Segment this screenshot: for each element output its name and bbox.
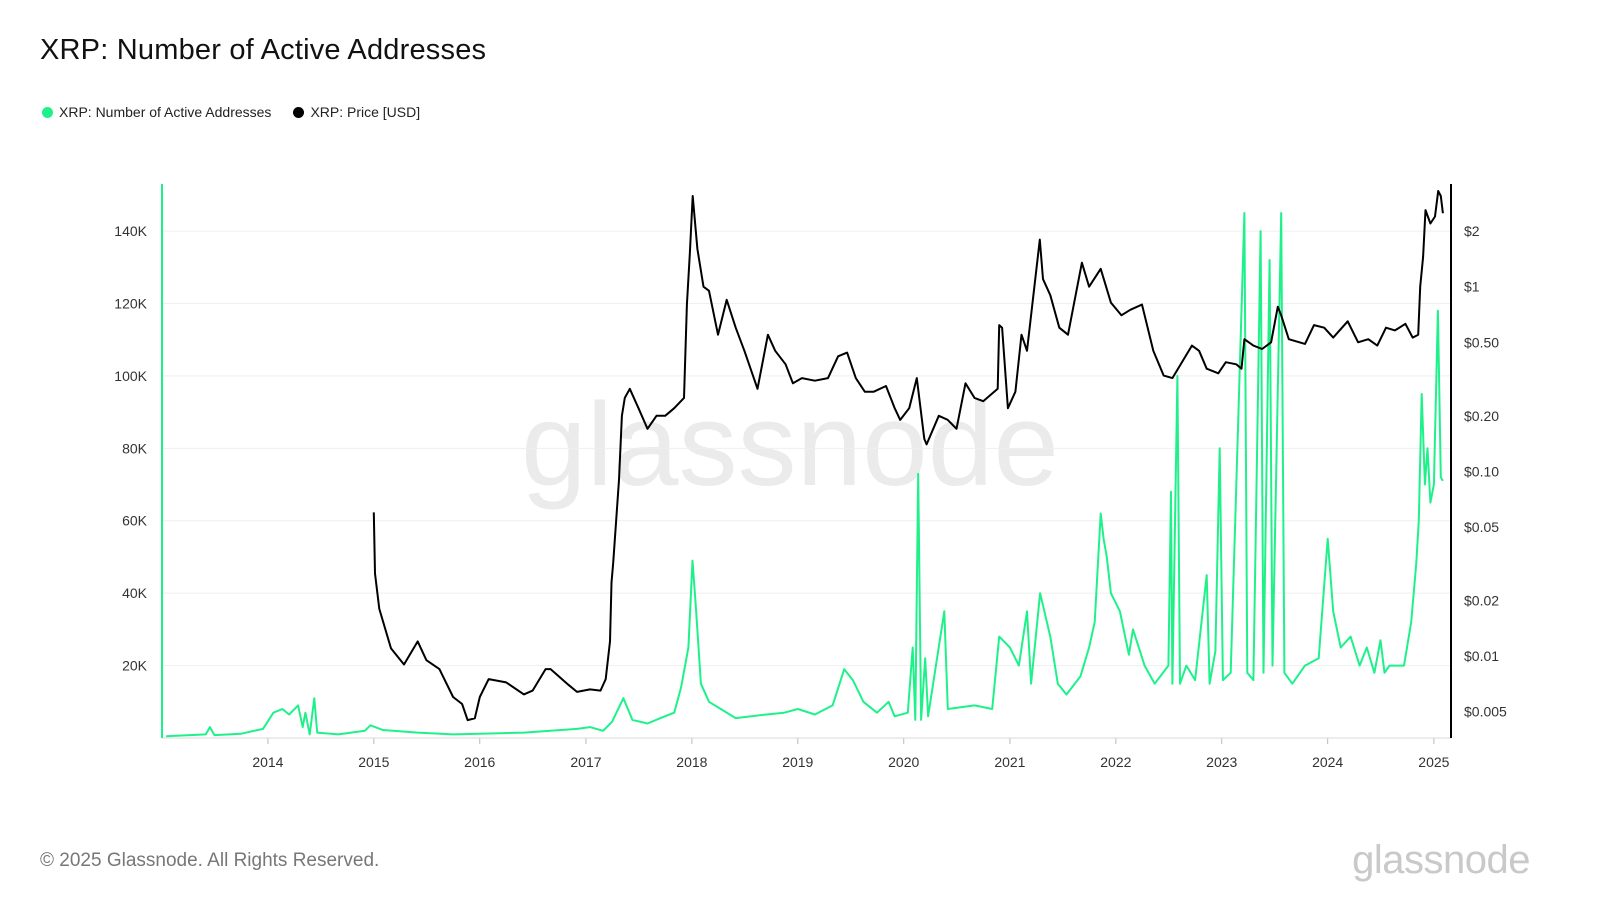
x-tick-label: 2021	[994, 754, 1025, 770]
y-left-tick-label: 120K	[114, 295, 147, 311]
series-group	[166, 190, 1444, 738]
y-right-tick-label: $0.02	[1464, 592, 1499, 608]
y-left-tick-label: 100K	[114, 368, 147, 384]
x-tick-label: 2022	[1100, 754, 1131, 770]
x-tick-label: 2020	[888, 754, 919, 770]
x-tick-label: 2015	[358, 754, 389, 770]
legend-label-price: XRP: Price [USD]	[310, 104, 421, 120]
y-left-tick-label: 20K	[122, 658, 148, 674]
y-axis-right: $0.005 $0.01 $0.02 $0.05 $0.10 $0.20 $0.50 $1 $2	[1464, 223, 1507, 720]
x-tick-label: 2014	[252, 754, 283, 770]
y-right-tick-label: $0.005	[1464, 704, 1507, 720]
y-left-tick-label: 140K	[114, 223, 147, 239]
x-axis: 2014 2015 2016 2017 2018 2019 2020 2021 2022 2023…	[162, 737, 1451, 770]
legend-dot-icon-green	[42, 106, 53, 118]
y-left-tick-label: 40K	[122, 585, 148, 601]
y-right-tick-label: $0.20	[1464, 408, 1499, 424]
y-right-tick-label: $1	[1464, 279, 1480, 295]
x-tick-label: 2017	[570, 754, 601, 770]
x-tick-label: 2024	[1312, 754, 1343, 770]
y-left-tick-label: 80K	[122, 440, 148, 456]
y-right-tick-label: $0.05	[1464, 519, 1499, 535]
y-right-tick-label: $0.01	[1464, 648, 1499, 664]
y-axis-left: 20K 40K 60K 80K 100K 120K 140K	[114, 223, 147, 674]
legend-dot-icon-black	[293, 106, 305, 118]
chart-title: XRP: Number of Active Addresses	[40, 34, 487, 66]
y-right-tick-label: $0.50	[1464, 334, 1499, 350]
legend-item-active-addresses[interactable]: XRP: Number of Active Addresses	[42, 104, 271, 120]
glassnode-logo: glassnode	[1352, 838, 1530, 882]
x-tick-label: 2019	[782, 754, 813, 770]
watermark-text: glassnode	[521, 379, 1059, 511]
chart-legend: XRP: Number of Active Addresses XRP: Pri…	[42, 104, 420, 120]
y-right-tick-label: $2	[1464, 223, 1480, 239]
y-left-tick-label: 60K	[122, 513, 148, 529]
y-right-tick-label: $0.10	[1464, 463, 1499, 479]
copyright-footer: © 2025 Glassnode. All Rights Reserved.	[40, 850, 380, 871]
legend-label-active-addresses: XRP: Number of Active Addresses	[59, 104, 272, 120]
x-tick-label: 2025	[1418, 754, 1449, 770]
price-line	[372, 190, 1444, 722]
x-tick-label: 2023	[1206, 754, 1237, 770]
active-addresses-line	[166, 212, 1444, 738]
x-tick-label: 2018	[676, 754, 707, 770]
x-tick-label: 2016	[464, 754, 495, 770]
legend-item-price[interactable]: XRP: Price [USD]	[293, 104, 420, 120]
